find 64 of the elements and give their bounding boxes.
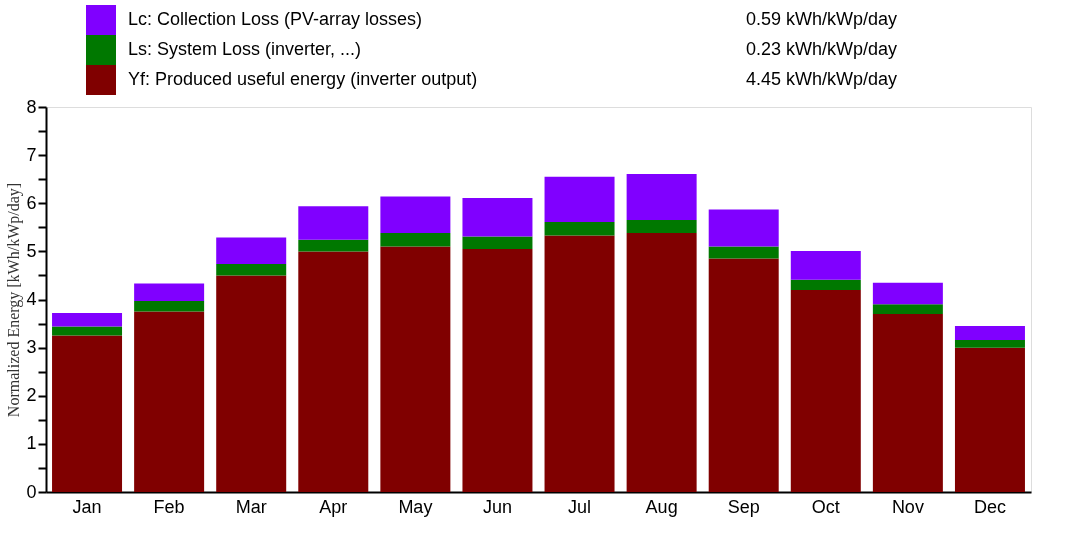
bar xyxy=(216,275,287,492)
x-tick-label: Apr xyxy=(319,496,348,517)
y-axis-title: Normalized Energy [kWh/kWp/day] xyxy=(5,182,24,418)
bar xyxy=(708,209,779,247)
y-tick-label: 2 xyxy=(26,385,37,406)
y-tick-label: 6 xyxy=(26,192,37,213)
x-tick-label: Feb xyxy=(153,496,185,517)
y-tick-label: 4 xyxy=(26,289,37,309)
y-tick-label: 0 xyxy=(26,481,37,502)
bar xyxy=(134,283,205,301)
bar xyxy=(872,282,943,305)
bar xyxy=(52,335,123,492)
y-tick-label: 5 xyxy=(26,240,37,261)
bar xyxy=(626,233,697,492)
x-tick-label: Oct xyxy=(811,496,840,517)
bar xyxy=(380,233,451,247)
bar xyxy=(380,196,451,234)
bar xyxy=(790,279,861,290)
x-tick-label: Jul xyxy=(568,496,592,517)
bar xyxy=(544,222,615,236)
x-tick-label: Sep xyxy=(727,496,760,517)
x-tick-label: Dec xyxy=(973,496,1006,517)
bar xyxy=(544,235,615,492)
bar xyxy=(708,246,779,259)
bar xyxy=(790,250,861,280)
bar xyxy=(462,236,533,249)
bar xyxy=(626,173,697,221)
bar xyxy=(790,289,861,492)
bar xyxy=(298,251,369,492)
bar xyxy=(216,237,287,264)
bar xyxy=(462,248,533,492)
bar xyxy=(298,239,369,252)
bar xyxy=(462,197,533,237)
bar xyxy=(544,176,615,223)
bar xyxy=(872,313,943,492)
y-tick-label: 8 xyxy=(26,96,37,117)
text: 0.23 kWh/kWp/day xyxy=(746,39,898,59)
bar xyxy=(134,300,205,312)
legend-label: Ls: System Loss (inverter, ...) xyxy=(128,39,362,59)
y-tick-label: 1 xyxy=(26,433,37,454)
x-tick-label: Jun xyxy=(482,496,512,517)
bar xyxy=(954,325,1025,340)
bar xyxy=(216,263,287,276)
bar xyxy=(52,326,123,336)
legend-label: Lc: Collection Loss (PV-array losses) xyxy=(128,9,423,29)
text: 4.45 kWh/kWp/day xyxy=(746,69,898,89)
x-tick-label: Aug xyxy=(645,496,678,517)
bar xyxy=(134,311,205,492)
x-tick-label: May xyxy=(398,496,433,517)
x-tick-label: Jan xyxy=(72,496,102,517)
bar xyxy=(380,246,451,492)
y-tick-label: 7 xyxy=(26,144,37,165)
bar xyxy=(954,339,1025,348)
x-tick-label: Mar xyxy=(235,496,267,517)
bar xyxy=(872,304,943,314)
bar xyxy=(954,347,1025,492)
bar xyxy=(52,312,123,327)
text: 0.59 kWh/kWp/day xyxy=(746,9,898,29)
legend-label: Yf: Produced useful energy (inverter output) xyxy=(128,69,478,89)
bar xyxy=(298,206,369,240)
bar xyxy=(626,220,697,234)
x-tick-label: Nov xyxy=(891,496,924,517)
y-tick-label: 3 xyxy=(26,337,37,358)
bar xyxy=(708,258,779,492)
